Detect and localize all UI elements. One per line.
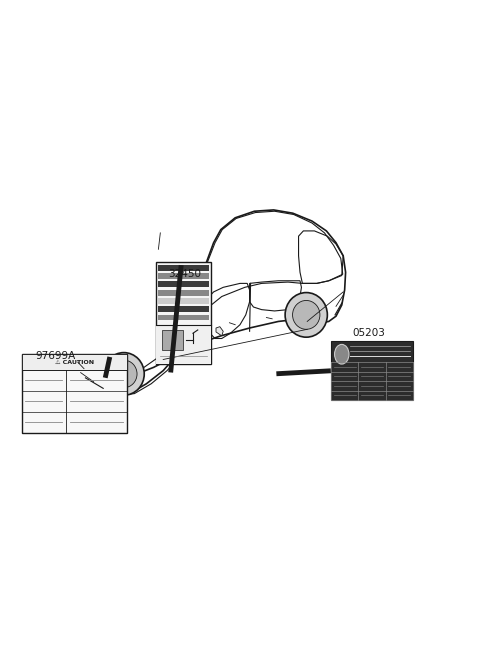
Bar — [158, 265, 209, 271]
Bar — [158, 306, 209, 312]
Bar — [158, 298, 209, 304]
Text: 97699A: 97699A — [35, 351, 75, 361]
Polygon shape — [216, 327, 223, 336]
Bar — [22, 354, 127, 433]
Text: ⚠ CAUTION: ⚠ CAUTION — [55, 359, 94, 365]
Ellipse shape — [104, 353, 144, 395]
Bar — [156, 325, 211, 364]
Bar — [158, 315, 209, 320]
Bar — [158, 281, 209, 287]
Ellipse shape — [285, 293, 327, 337]
Text: 32450: 32450 — [168, 269, 201, 279]
Bar — [156, 262, 211, 364]
Bar — [331, 341, 413, 400]
Text: 05203: 05203 — [353, 328, 385, 338]
Bar — [158, 290, 209, 295]
Ellipse shape — [110, 360, 137, 388]
Bar — [158, 273, 209, 279]
Ellipse shape — [293, 300, 320, 329]
Ellipse shape — [335, 344, 349, 364]
Bar — [22, 354, 127, 370]
Bar — [162, 330, 183, 350]
